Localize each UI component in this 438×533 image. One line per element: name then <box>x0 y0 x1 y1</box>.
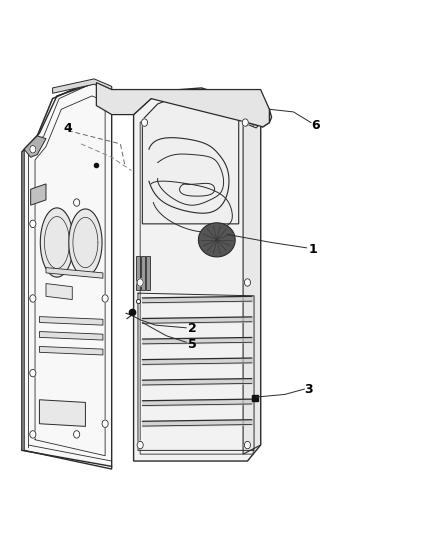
Circle shape <box>30 220 36 228</box>
Circle shape <box>74 431 80 438</box>
Text: 2: 2 <box>188 322 197 335</box>
Polygon shape <box>31 184 46 205</box>
Polygon shape <box>39 317 103 325</box>
Polygon shape <box>39 346 103 355</box>
Polygon shape <box>24 83 112 469</box>
Text: 5: 5 <box>188 338 197 351</box>
Circle shape <box>74 199 80 206</box>
Polygon shape <box>141 256 145 290</box>
Text: 6: 6 <box>311 119 320 132</box>
Circle shape <box>30 146 36 153</box>
Polygon shape <box>134 88 272 461</box>
Circle shape <box>102 295 108 302</box>
Circle shape <box>244 441 251 449</box>
Circle shape <box>244 279 251 286</box>
Circle shape <box>102 420 108 427</box>
Polygon shape <box>46 284 72 300</box>
Text: 4: 4 <box>64 123 72 135</box>
Circle shape <box>30 431 36 438</box>
Polygon shape <box>142 96 239 224</box>
Circle shape <box>30 369 36 377</box>
Polygon shape <box>53 79 112 93</box>
Polygon shape <box>39 400 85 426</box>
Circle shape <box>141 119 148 126</box>
Circle shape <box>137 441 143 449</box>
Polygon shape <box>46 268 103 278</box>
Polygon shape <box>69 209 102 276</box>
Text: 3: 3 <box>304 383 313 395</box>
Polygon shape <box>136 256 140 290</box>
Circle shape <box>137 279 143 286</box>
Polygon shape <box>146 256 150 290</box>
Polygon shape <box>39 332 103 340</box>
Circle shape <box>242 119 248 126</box>
Polygon shape <box>24 136 46 157</box>
Polygon shape <box>243 123 261 454</box>
Polygon shape <box>198 223 235 257</box>
Circle shape <box>30 295 36 302</box>
Polygon shape <box>96 83 269 127</box>
Polygon shape <box>40 208 74 277</box>
Text: 1: 1 <box>309 243 318 256</box>
